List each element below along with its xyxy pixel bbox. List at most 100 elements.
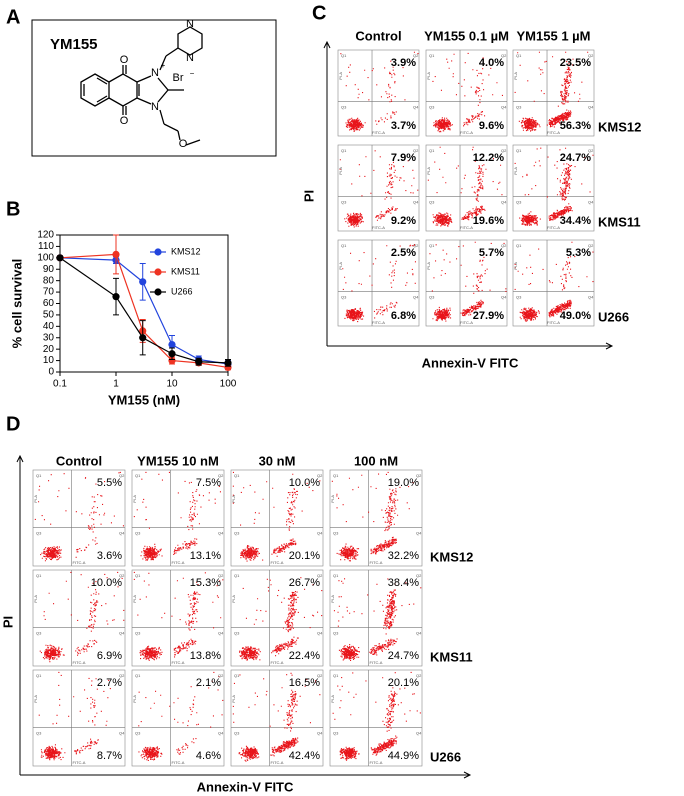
quadrant-label: Q4 xyxy=(413,200,419,205)
flow-events xyxy=(239,577,323,661)
lower-percent: 42.4% xyxy=(289,750,320,762)
lower-percent: 9.6% xyxy=(479,120,504,132)
upper-percent: 19.0% xyxy=(388,477,419,489)
y-tick-label: 30 xyxy=(43,332,55,343)
quadrant-label: Q2 xyxy=(119,673,125,678)
atom-label: N xyxy=(186,18,194,30)
quadrant-label: Q4 xyxy=(119,531,125,536)
upper-percent: 10.0% xyxy=(289,477,320,489)
upper-percent: 5.7% xyxy=(479,247,504,259)
quadrant-label: Q3 xyxy=(341,200,347,205)
structure-bonds xyxy=(80,26,203,146)
lower-percent: 24.7% xyxy=(388,650,419,662)
quadrant-gates xyxy=(330,570,422,666)
quadrant-label: Q1 xyxy=(135,573,141,578)
quadrant-label: Q3 xyxy=(341,295,347,300)
x-axis-label: Annexin-V FITC xyxy=(422,355,519,370)
legend-label: KMS11 xyxy=(171,266,200,276)
flow-events xyxy=(514,147,594,226)
quadrant-gates xyxy=(132,470,224,566)
quadrant-label: Q4 xyxy=(119,731,125,736)
quadrant-label: Q4 xyxy=(588,295,594,300)
quadrant-label: Q4 xyxy=(218,531,224,536)
x-channel-label: FITC-A xyxy=(271,660,284,665)
flow-events xyxy=(331,471,414,562)
data-point xyxy=(195,358,203,366)
data-point xyxy=(112,293,120,301)
flow-events xyxy=(429,241,507,322)
column-header: Control xyxy=(355,28,401,43)
y-tick-label: 120 xyxy=(37,230,54,241)
x-channel-label: FITC-A xyxy=(460,225,473,230)
quadrant-label: Q4 xyxy=(317,731,323,736)
legend-marker xyxy=(154,268,162,276)
atom-label: − xyxy=(190,69,195,78)
quadrant-gates xyxy=(338,50,419,136)
quadrant-label: Q3 xyxy=(36,531,42,536)
quadrant-label: Q2 xyxy=(119,473,125,478)
flow-events xyxy=(432,52,503,133)
upper-percent: 2.7% xyxy=(97,677,122,689)
quadrant-label: Q2 xyxy=(317,473,323,478)
quadrant-label: Q4 xyxy=(501,105,507,110)
x-channel-label: FITC-A xyxy=(547,130,560,135)
quadrant-label: Q3 xyxy=(333,631,339,636)
quadrant-label: Q3 xyxy=(429,295,435,300)
x-channel-label: FITC-A xyxy=(372,225,385,230)
series-line xyxy=(59,257,229,364)
upper-percent: 38.4% xyxy=(388,577,419,589)
legend-marker xyxy=(154,248,162,256)
y-tick-label: 10 xyxy=(43,355,55,366)
quadrant-label: Q2 xyxy=(588,148,594,153)
quadrant-label: Q4 xyxy=(119,631,125,636)
x-tick-label: 100 xyxy=(220,379,237,390)
quadrant-label: Q1 xyxy=(516,148,522,153)
panel-label: C xyxy=(312,2,326,24)
quadrant-label: Q3 xyxy=(341,105,347,110)
y-axis-label: PI xyxy=(0,616,15,628)
flow-events xyxy=(332,671,421,761)
data-point xyxy=(224,359,232,367)
quadrant-label: Q3 xyxy=(135,631,141,636)
quadrant-label: Q4 xyxy=(317,631,323,636)
lower-percent: 34.4% xyxy=(560,215,591,227)
quadrant-label: Q3 xyxy=(234,531,240,536)
quadrant-gates xyxy=(513,145,594,231)
upper-percent: 26.7% xyxy=(289,577,320,589)
legend-label: KMS12 xyxy=(171,246,201,256)
lower-percent: 6.9% xyxy=(97,650,122,662)
quadrant-label: Q2 xyxy=(413,53,419,58)
quadrant-label: Q2 xyxy=(218,673,224,678)
quadrant-label: Q3 xyxy=(333,731,339,736)
quadrant-label: Q1 xyxy=(234,573,240,578)
quadrant-label: Q1 xyxy=(429,148,435,153)
atom-label: N xyxy=(151,101,159,113)
lower-percent: 3.7% xyxy=(391,120,416,132)
y-axis-label: % cell survival xyxy=(9,259,24,349)
panel-label: A xyxy=(6,6,20,28)
legend-label: U266 xyxy=(171,286,193,296)
y-tick-label: 100 xyxy=(37,252,54,263)
x-tick-label: 1 xyxy=(113,379,119,390)
lower-percent: 56.3% xyxy=(560,120,591,132)
y-channel-label: PI-A xyxy=(513,72,518,80)
x-channel-label: FITC-A xyxy=(73,560,86,565)
data-point xyxy=(168,341,176,349)
legend-marker xyxy=(154,288,162,296)
plot-frame xyxy=(59,234,229,373)
column-header: YM155 10 nM xyxy=(137,453,219,468)
y-channel-label: PI-A xyxy=(330,595,335,603)
x-channel-label: FITC-A xyxy=(370,660,383,665)
x-channel-label: FITC-A xyxy=(271,760,284,765)
axis-arrows xyxy=(16,454,472,779)
atom-label: O xyxy=(120,54,129,66)
x-channel-label: FITC-A xyxy=(73,660,86,665)
row-label: KMS11 xyxy=(598,214,641,229)
quadrant-label: Q1 xyxy=(341,53,347,58)
y-channel-label: PI-A xyxy=(231,495,236,503)
quadrant-label: Q2 xyxy=(218,473,224,478)
y-channel-label: PI-A xyxy=(33,495,38,503)
quadrant-label: Q4 xyxy=(416,531,422,536)
quadrant-label: Q2 xyxy=(218,573,224,578)
